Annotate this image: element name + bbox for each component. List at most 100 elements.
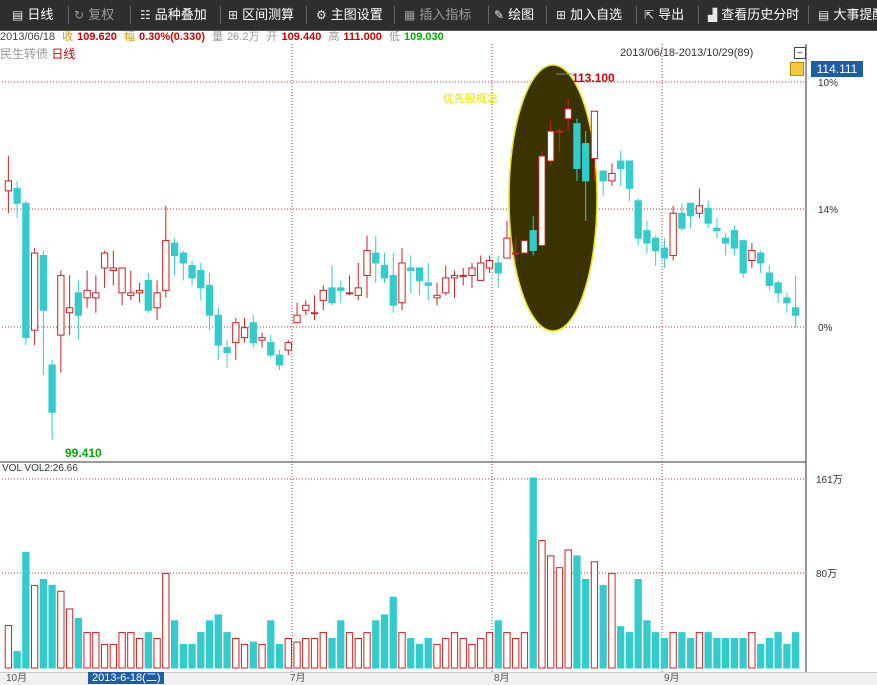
volume-bar [756, 643, 765, 669]
y-axis-label: 0% [818, 323, 833, 334]
volume-bar [494, 620, 502, 669]
candle-body [730, 230, 739, 249]
volume-bar [512, 637, 520, 669]
candle-body [39, 255, 48, 311]
candle-body [503, 237, 511, 259]
candle-body [564, 108, 572, 120]
open-value: 109.440 [281, 31, 322, 43]
volume-bar [162, 573, 170, 669]
adjust-button[interactable]: ↻ 复权 [74, 0, 114, 30]
volume-bar [503, 632, 511, 669]
range-calc-label: 区间测算 [242, 7, 295, 22]
candle-body [92, 292, 100, 299]
range-calc-button[interactable]: ⊞ 区间测算 [228, 0, 294, 30]
candle-body [179, 252, 187, 264]
candle-body [363, 250, 371, 276]
volume-bar [739, 637, 747, 669]
candle-body [547, 130, 555, 162]
main-chart-settings-button[interactable]: ⚙ 主图设置 [316, 0, 383, 30]
candle-body [643, 230, 651, 244]
open-label: 开 [266, 31, 278, 43]
candle-body [485, 260, 494, 269]
highlight-ellipse [508, 64, 598, 332]
candle-body [293, 314, 301, 324]
volume-bar [310, 637, 319, 669]
volume-bar [407, 637, 415, 669]
volume-bar [197, 632, 205, 669]
view-history-button[interactable]: ▟ 查看历史分时 [708, 0, 799, 30]
overlay-label: 品种叠加 [154, 7, 207, 22]
candle-body [13, 187, 21, 204]
candle-body [345, 292, 354, 295]
candle-body [765, 272, 774, 286]
volume-bar [109, 643, 117, 669]
candle-body [380, 264, 389, 279]
candle-body [477, 262, 485, 281]
volume-bar [153, 637, 161, 669]
candle-body [721, 237, 730, 244]
high-label: 高 [328, 31, 340, 43]
draw-button[interactable]: ✎ 绘图 [494, 0, 534, 30]
volume-bar [590, 561, 599, 669]
view-history-label: 查看历史分时 [721, 7, 800, 22]
candle-body [22, 202, 30, 339]
candle-body [398, 262, 406, 304]
low-marker-label: 99.410 [65, 446, 102, 460]
insert-indicator-button[interactable]: ▦ 插入指标 [404, 0, 471, 30]
adjust-label: 复权 [88, 7, 115, 22]
export-button[interactable]: ⇱ 导出 [644, 0, 684, 30]
volume-bar [433, 643, 441, 669]
candle-body [144, 279, 152, 311]
volume-bar [135, 637, 144, 669]
y-axis-label: 14% [818, 205, 838, 216]
volume-bar [65, 608, 74, 669]
low-value: 109.030 [404, 31, 444, 43]
volume-axis-label: 80万 [816, 569, 837, 580]
candle-body [372, 252, 380, 264]
candle-body [617, 160, 625, 169]
volume-bar [92, 632, 100, 669]
volume-bar [520, 632, 529, 669]
candle-body [424, 282, 432, 286]
volume-bar [232, 637, 240, 669]
candle-body [319, 289, 327, 301]
candle-body [791, 307, 800, 316]
quote-bar: 2013/06/18 收 109.620 幅 0.30%(0.330) 量 26.2万… [0, 30, 877, 44]
candle-body [695, 205, 704, 214]
volume-value: 26.2万 [227, 31, 260, 43]
candle-body [100, 252, 109, 269]
volume-bar [774, 632, 782, 669]
candle-body [4, 180, 13, 192]
daily-line-button[interactable]: ▤ 日线 [12, 0, 53, 30]
volume-bar [459, 637, 467, 669]
volume-bar [547, 555, 555, 669]
volume-bar [748, 632, 756, 669]
candle-body [109, 267, 117, 271]
volume-bar [678, 632, 686, 669]
indicator-icon: ▦ [404, 8, 416, 22]
candle-body [494, 262, 502, 274]
quote-date: 2013/06/18 [0, 31, 56, 43]
candle-body [328, 287, 336, 304]
candle-body [555, 130, 564, 133]
volume-bar [127, 632, 135, 669]
main-chart-settings-label: 主图设置 [330, 7, 383, 22]
kline-chart[interactable]: 10% 14% 0% 161万 80万 [0, 44, 877, 672]
current-price-badge: 114.111 [811, 61, 863, 77]
low-label: 低 [389, 31, 400, 43]
volume-bar [450, 632, 459, 669]
candle-body [783, 297, 791, 304]
candle-body [433, 294, 441, 299]
volume-bar [249, 641, 257, 669]
volume-bar [30, 584, 39, 669]
add-watchlist-button[interactable]: ⊞ 加入自选 [556, 0, 622, 30]
change-label: 幅 [123, 31, 135, 43]
volume-bar [380, 614, 389, 669]
overlay-button[interactable]: ☷ 品种叠加 [140, 0, 207, 30]
candle-body [652, 237, 660, 252]
volume-bar [170, 620, 179, 669]
volume-bar [389, 596, 397, 669]
range-icon: ⊞ [228, 8, 239, 22]
events-button[interactable]: ▤大事提醒 [818, 0, 877, 30]
lock-icon[interactable] [790, 62, 804, 76]
